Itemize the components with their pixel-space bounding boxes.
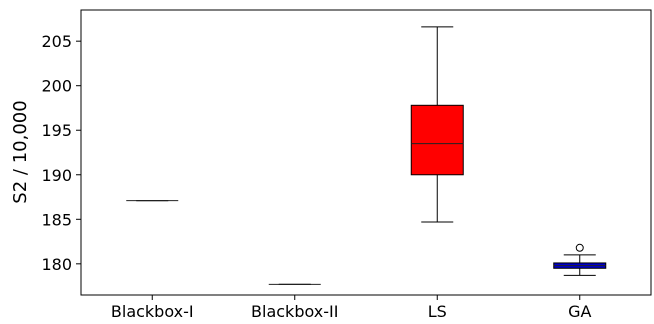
y-tick-label: 195 bbox=[41, 121, 72, 140]
x-tick-label: Blackbox-I bbox=[111, 302, 194, 321]
box-ga bbox=[553, 243, 607, 276]
y-tick-label: 185 bbox=[41, 210, 72, 229]
x-axis-ticks: Blackbox-I Blackbox-II LS GA bbox=[111, 295, 591, 321]
plot-frame bbox=[80, 9, 652, 296]
y-tick-label: 200 bbox=[41, 77, 72, 96]
x-tick-label: LS bbox=[428, 302, 447, 321]
box-ls bbox=[410, 26, 464, 223]
outlier-point bbox=[575, 243, 584, 252]
y-tick-label: 180 bbox=[41, 255, 72, 274]
y-tick-label: 205 bbox=[41, 32, 72, 51]
y-tick-label: 190 bbox=[41, 166, 72, 185]
y-axis-title: S2 / 10,000 bbox=[10, 100, 31, 203]
x-tick-label: Blackbox-II bbox=[251, 302, 338, 321]
y-axis-ticks: 180 185 190 195 200 205 bbox=[41, 32, 81, 274]
box-iqr bbox=[410, 104, 464, 176]
plot-area bbox=[126, 26, 607, 285]
x-tick-label: GA bbox=[568, 302, 591, 321]
